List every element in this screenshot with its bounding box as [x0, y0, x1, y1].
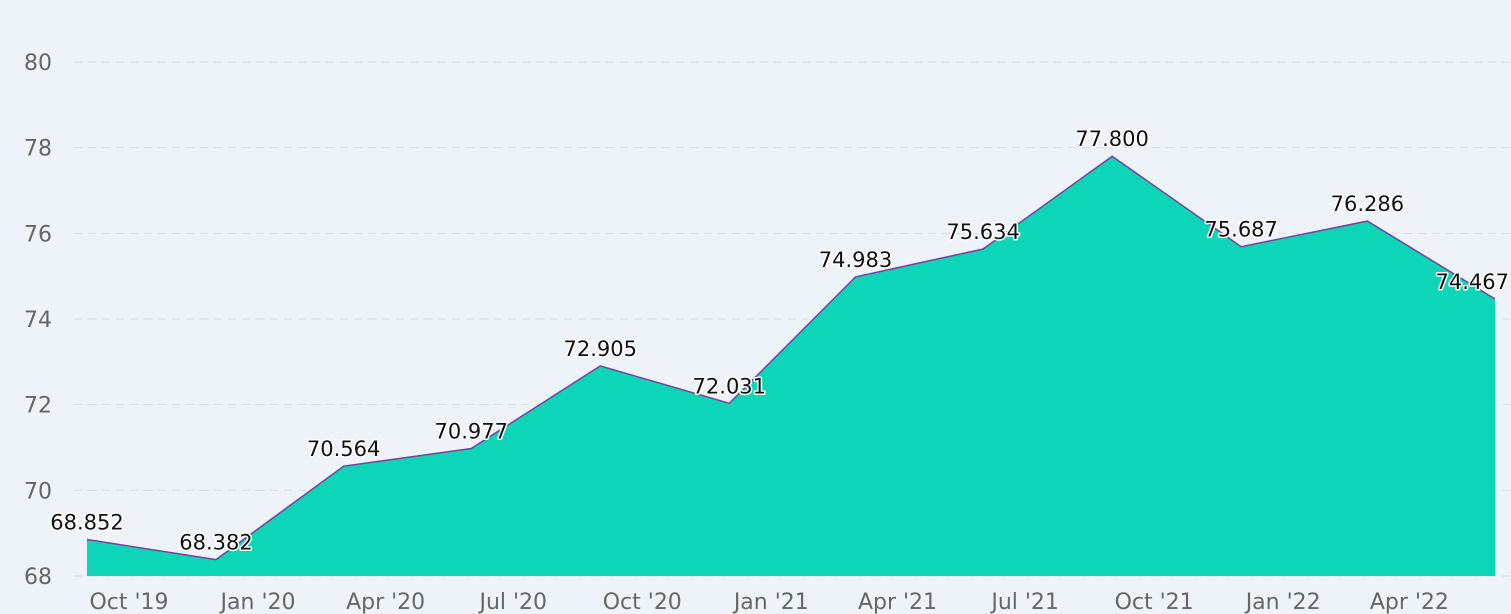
- x-tick-label: Jul '20: [477, 590, 547, 614]
- y-tick-label: 72: [24, 394, 52, 419]
- x-tick-label: Oct '20: [603, 590, 682, 614]
- y-tick-label: 80: [24, 51, 52, 76]
- y-tick-label: 76: [24, 222, 52, 247]
- x-tick-label: Apr '21: [858, 590, 937, 614]
- data-label: 68.852: [50, 511, 123, 535]
- x-tick-label: Apr '20: [346, 590, 425, 614]
- x-tick-label: Jan '20: [219, 590, 296, 614]
- y-tick-label: 74: [24, 308, 52, 333]
- y-tick-label: 78: [24, 137, 52, 162]
- x-axis: Oct '19 Jan '20 Apr '20 Jul '20 Oct '20 Jan '…: [89, 590, 1448, 614]
- x-tick-label: Jan '22: [1244, 590, 1321, 614]
- x-tick-label: Jul '21: [989, 590, 1059, 614]
- data-label: 75.687: [1204, 218, 1277, 242]
- data-label: 70.977: [435, 419, 508, 443]
- data-label: 77.800: [1075, 127, 1148, 151]
- area-series: [86, 155, 1496, 576]
- data-labels: 68.852 68.382 70.564 70.977 72.905 72.031 74.9…: [49, 126, 1511, 556]
- x-tick-label: Oct '19: [89, 590, 168, 614]
- x-tick-label: Jan '21: [732, 590, 809, 614]
- x-tick-label: Oct '21: [1115, 590, 1194, 614]
- data-label: 75.634: [946, 220, 1019, 244]
- data-label: 72.905: [564, 337, 637, 361]
- data-label: 74.983: [819, 248, 892, 272]
- data-label: 76.286: [1331, 192, 1404, 216]
- data-label: 74.467: [1436, 270, 1509, 294]
- data-label: 72.031: [693, 374, 766, 398]
- y-tick-label: 68: [24, 565, 52, 590]
- data-label: 70.564: [307, 437, 380, 461]
- data-label: 68.382: [179, 531, 252, 555]
- series-line: [86, 155, 1496, 561]
- area-fill: [87, 156, 1495, 576]
- y-tick-label: 70: [24, 479, 52, 504]
- y-axis: 68 70 72 74 76 78 80: [24, 51, 52, 590]
- x-tick-label: Apr '22: [1370, 590, 1449, 614]
